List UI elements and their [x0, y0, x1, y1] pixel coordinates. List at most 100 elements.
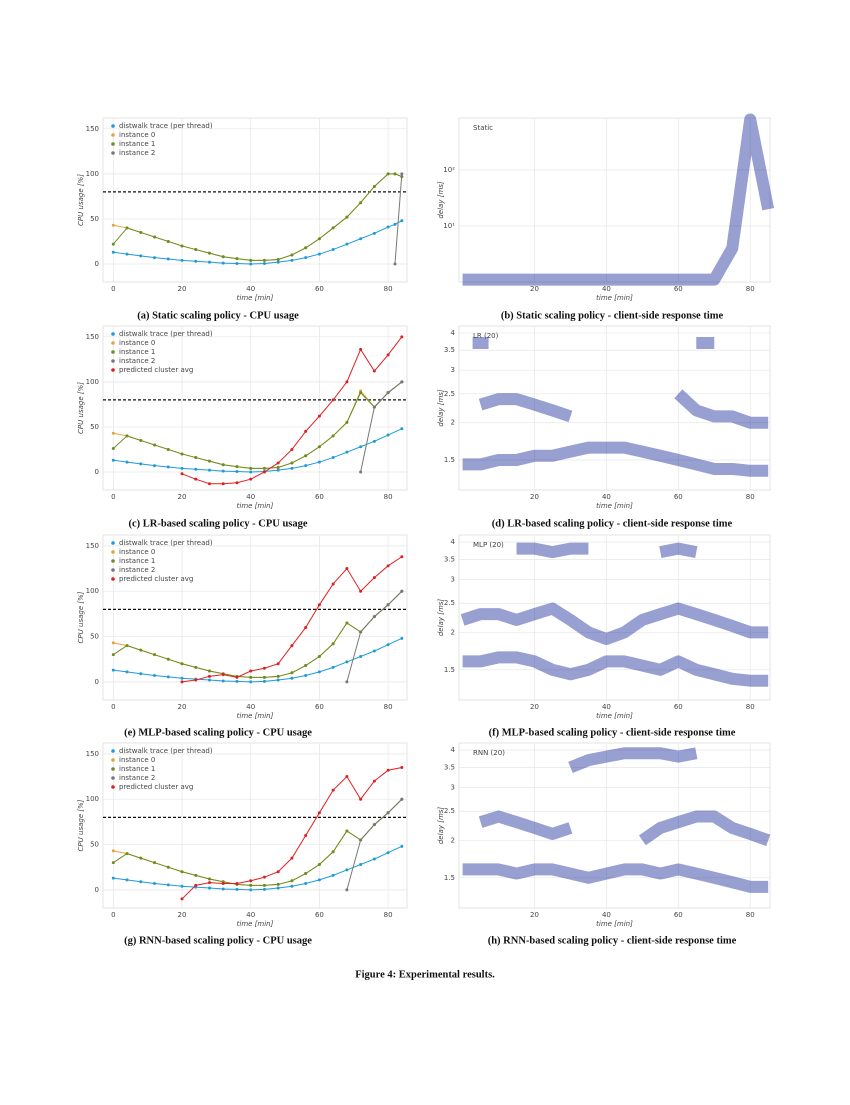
y-tick-label: 100 — [86, 795, 99, 803]
point — [372, 576, 376, 580]
point — [262, 262, 266, 266]
point — [153, 235, 157, 239]
point — [400, 589, 404, 593]
point — [276, 662, 280, 666]
point — [249, 879, 253, 883]
point — [400, 765, 404, 769]
point — [235, 262, 239, 266]
point — [372, 184, 376, 188]
y-tick-label: 2 — [451, 628, 455, 636]
x-tick-label: 60 — [674, 493, 683, 501]
point — [207, 674, 211, 678]
point — [345, 775, 349, 779]
point — [386, 603, 390, 607]
legend-label: distwalk trace (per thread) — [119, 747, 213, 755]
annotation: Static — [473, 124, 493, 132]
x-axis-label: time [min] — [237, 502, 274, 510]
point — [249, 470, 253, 474]
point — [180, 897, 184, 901]
point — [207, 459, 211, 463]
y-tick-label: 1.5 — [444, 666, 455, 674]
x-tick-label: 60 — [674, 703, 683, 711]
point — [345, 829, 349, 833]
point — [262, 470, 266, 474]
point — [345, 380, 349, 384]
annotation: MLP (20) — [473, 541, 504, 549]
point — [290, 461, 294, 465]
density-band — [462, 863, 769, 893]
point — [276, 257, 280, 261]
point — [317, 460, 321, 464]
y-tick-label: 50 — [90, 423, 99, 431]
point — [194, 477, 198, 481]
point — [331, 398, 335, 402]
point — [235, 465, 239, 469]
point — [331, 582, 335, 586]
point — [359, 237, 363, 241]
point — [249, 883, 253, 887]
point — [153, 674, 157, 678]
point — [331, 665, 335, 669]
x-tick-label: 80 — [746, 493, 755, 501]
y-tick-label: 0 — [95, 886, 99, 894]
x-tick-label: 0 — [111, 703, 115, 711]
point — [262, 883, 266, 887]
x-tick-label: 80 — [384, 703, 393, 711]
y-tick-label: 50 — [90, 633, 99, 641]
y-tick-label: 4 — [451, 746, 456, 754]
point — [235, 882, 239, 886]
legend-marker — [111, 550, 115, 554]
legend-label: distwalk trace (per thread) — [119, 539, 213, 547]
x-tick-label: 60 — [315, 703, 324, 711]
x-tick-label: 20 — [530, 493, 539, 501]
legend-marker — [111, 785, 115, 789]
legend-label: instance 1 — [119, 557, 155, 565]
point — [290, 671, 294, 675]
point — [317, 445, 321, 449]
legend-label: predicted cluster avg — [119, 575, 193, 583]
point — [386, 225, 390, 229]
point — [235, 679, 239, 683]
point — [345, 420, 349, 424]
point — [345, 567, 349, 571]
legend-marker — [111, 368, 115, 372]
plot-area — [458, 742, 771, 909]
y-tick-label: 4 — [451, 538, 456, 546]
point — [386, 564, 390, 568]
legend-label: instance 0 — [119, 548, 155, 556]
point — [125, 434, 129, 438]
point — [386, 851, 390, 855]
point — [221, 255, 225, 259]
point — [400, 555, 404, 559]
point — [207, 260, 211, 264]
x-tick-label: 60 — [315, 285, 324, 293]
point — [345, 660, 349, 664]
y-tick-label: 2.5 — [444, 390, 455, 398]
point — [125, 644, 129, 648]
point — [304, 256, 308, 260]
point — [111, 641, 115, 645]
point — [180, 258, 184, 262]
series-line — [113, 845, 403, 891]
series-line — [113, 798, 403, 886]
point — [125, 670, 129, 674]
point — [262, 679, 266, 683]
y-tick-label: 100 — [86, 587, 99, 595]
point — [221, 679, 225, 683]
y-tick-label: 3 — [451, 783, 455, 791]
point — [345, 888, 349, 892]
point — [331, 788, 335, 792]
point — [180, 466, 184, 470]
y-tick-label: 100 — [86, 378, 99, 386]
legend-label: instance 1 — [119, 140, 155, 148]
point — [317, 237, 321, 241]
point — [359, 391, 363, 395]
annotation: RNN (20) — [473, 749, 505, 757]
x-tick-label: 40 — [246, 703, 255, 711]
legend-marker — [111, 776, 115, 780]
y-tick-label: 4 — [451, 329, 456, 337]
point — [372, 615, 376, 619]
point — [111, 849, 115, 853]
point — [276, 468, 280, 472]
point — [166, 239, 170, 243]
